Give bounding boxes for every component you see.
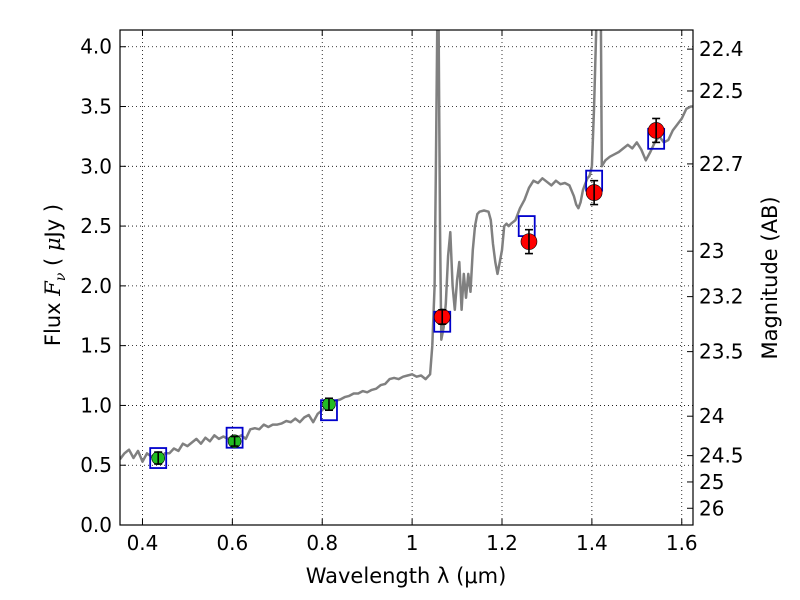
axis-ticks: 0.4 0.6 0.8 1 1.2 1.4 1.6 0.0 0.5 1.0 1.5 2.0 2.5 3.0… xyxy=(80,30,744,555)
right-tick-label: 25 xyxy=(699,470,724,494)
x-tick-label: 0.6 xyxy=(216,531,248,555)
y-tick-label: 3.0 xyxy=(80,154,112,178)
y-tick-label: 3.5 xyxy=(80,95,112,119)
spectrum-line xyxy=(120,30,693,463)
x-tick-label: 0.4 xyxy=(127,531,159,555)
y-tick-label: 4.0 xyxy=(80,35,112,59)
y-axis-label: Flux Fν ( μJy ) xyxy=(41,204,69,346)
right-tick-label: 23.2 xyxy=(699,285,744,309)
right-tick-label: 24.5 xyxy=(699,444,744,468)
right-tick-label: 22.7 xyxy=(699,152,744,176)
plot-area xyxy=(120,30,693,469)
right-tick-label: 24 xyxy=(699,404,724,428)
x-tick-label: 1.6 xyxy=(666,531,698,555)
x-tick-label: 1.4 xyxy=(576,531,608,555)
x-tick-label: 1.2 xyxy=(486,531,518,555)
y-tick-label: 0.5 xyxy=(80,453,112,477)
x-axis-label: Wavelength λ (μm) xyxy=(306,564,507,588)
y-tick-label: 2.5 xyxy=(80,214,112,238)
right-tick-label: 23 xyxy=(699,239,724,263)
right-tick-label: 23.5 xyxy=(699,340,744,364)
y-tick-label: 1.0 xyxy=(80,393,112,417)
right-tick-label: 22.4 xyxy=(699,37,744,61)
model-photometry-square xyxy=(149,447,168,469)
plot-frame xyxy=(119,29,694,526)
right-axis-label: Magnitude (AB) xyxy=(758,196,782,359)
x-tick-label: 1 xyxy=(406,531,419,555)
grid-lines xyxy=(120,30,693,526)
y-tick-label: 0.0 xyxy=(80,513,112,537)
x-tick-label: 0.8 xyxy=(306,531,338,555)
right-tick-label: 26 xyxy=(699,496,724,520)
right-tick-label: 22.5 xyxy=(699,79,744,103)
y-tick-label: 1.5 xyxy=(80,334,112,358)
y-tick-label: 2.0 xyxy=(80,274,112,298)
